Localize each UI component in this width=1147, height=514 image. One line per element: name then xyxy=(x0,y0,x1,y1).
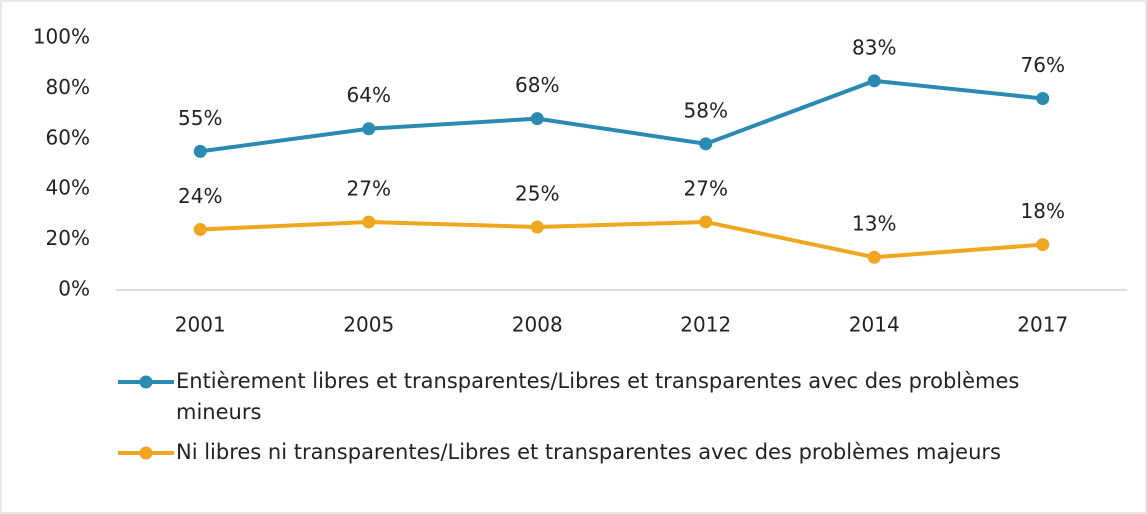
data-label: 24% xyxy=(178,184,222,208)
legend-swatch xyxy=(118,375,174,389)
y-tick-label: 100% xyxy=(33,25,90,49)
data-point xyxy=(530,112,544,126)
y-tick-label: 60% xyxy=(46,125,90,149)
data-point xyxy=(362,215,376,229)
data-point xyxy=(193,144,207,158)
legend-entry: Ni libres ni transparentes/Libres et tra… xyxy=(118,437,1078,468)
data-label: 25% xyxy=(515,182,559,206)
data-point xyxy=(530,220,544,234)
data-label: 83% xyxy=(852,35,896,59)
data-label: 68% xyxy=(515,73,559,97)
x-tick-label: 2008 xyxy=(512,313,563,337)
data-label: 18% xyxy=(1021,199,1065,223)
data-point xyxy=(867,74,881,88)
y-tick-label: 40% xyxy=(46,176,90,200)
series-line xyxy=(199,78,1043,154)
legend-label: Entièrement libres et transparentes/Libr… xyxy=(176,369,1020,424)
legend-marker xyxy=(139,375,153,389)
legend-entry: Entièrement libres et transparentes/Libr… xyxy=(118,366,1078,428)
data-point xyxy=(699,215,713,229)
series-line xyxy=(200,219,1043,260)
data-label: 27% xyxy=(684,176,728,200)
data-label: 55% xyxy=(178,106,222,130)
data-point xyxy=(193,223,207,237)
y-tick-label: 0% xyxy=(58,277,90,301)
data-point xyxy=(699,137,713,151)
x-tick-label: 2001 xyxy=(175,313,226,337)
data-label: 76% xyxy=(1021,53,1065,77)
data-label: 13% xyxy=(852,212,896,236)
legend-marker xyxy=(139,446,153,460)
data-point xyxy=(1036,238,1050,252)
data-point xyxy=(1036,91,1050,105)
data-label: 27% xyxy=(347,176,391,200)
y-tick-label: 80% xyxy=(46,75,90,99)
legend-label: Ni libres ni transparentes/Libres et tra… xyxy=(176,440,1001,464)
legend-swatch xyxy=(118,446,174,460)
x-tick-label: 2017 xyxy=(1017,313,1068,337)
x-tick-label: 2005 xyxy=(343,313,394,337)
x-tick-label: 2014 xyxy=(849,313,900,337)
data-point xyxy=(362,122,376,136)
data-point xyxy=(867,250,881,264)
data-label: 58% xyxy=(684,98,728,122)
x-tick-label: 2012 xyxy=(680,313,731,337)
data-label: 64% xyxy=(347,83,391,107)
y-tick-label: 20% xyxy=(46,226,90,250)
